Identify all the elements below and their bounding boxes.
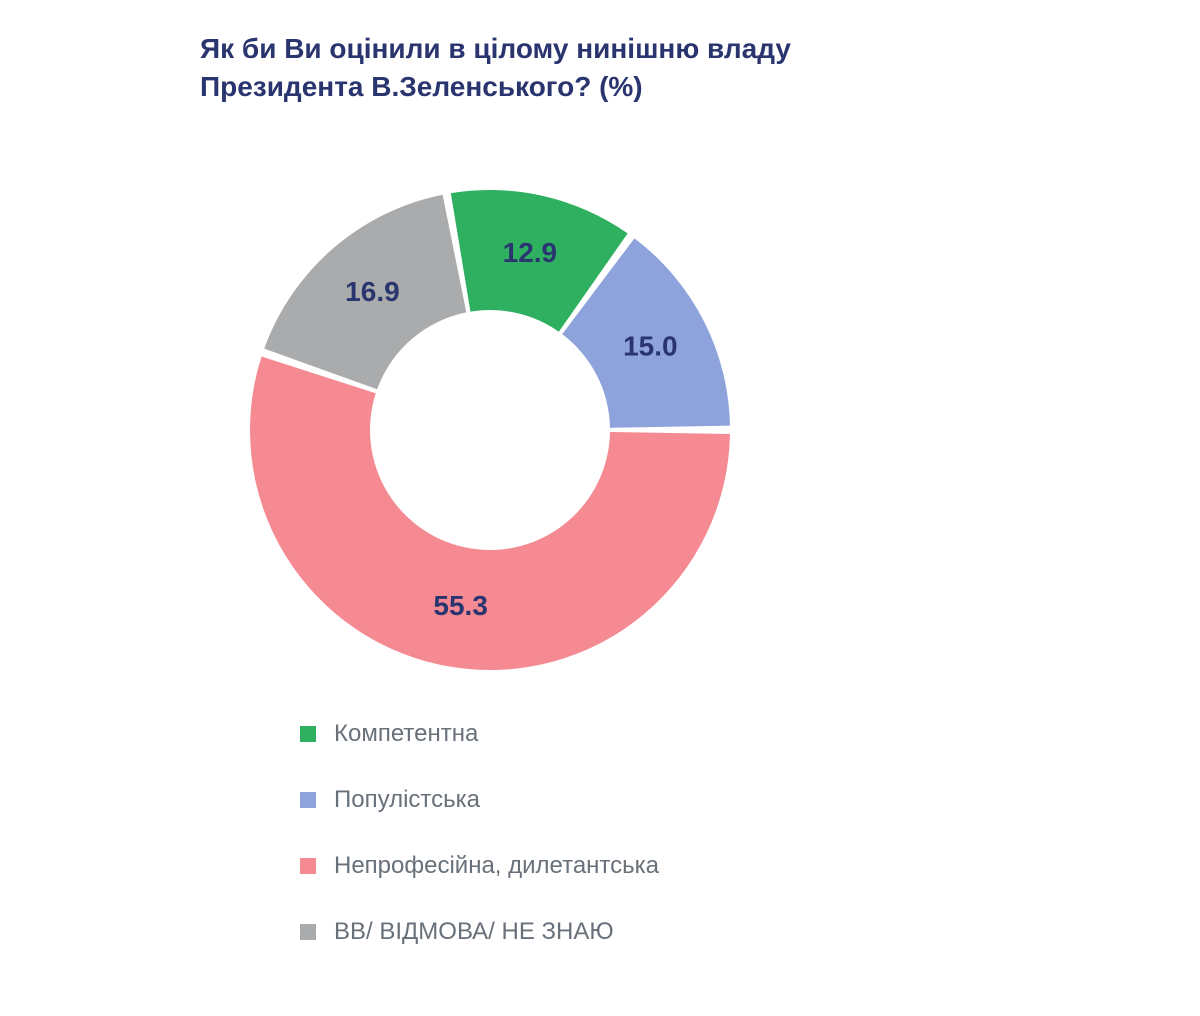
slice-value-label: 16.9: [345, 276, 400, 307]
legend-swatch: [300, 726, 316, 742]
slice-value-label: 55.3: [433, 590, 488, 621]
legend-label: Непрофесійна, дилетантська: [334, 852, 659, 880]
legend-item: Компетентна: [300, 720, 659, 748]
legend-label: Популістська: [334, 786, 480, 814]
chart-title: Як би Ви оцінили в цілому нинішню владу …: [200, 30, 810, 106]
chart-container: Як би Ви оцінили в цілому нинішню владу …: [0, 0, 1200, 1016]
legend-swatch: [300, 924, 316, 940]
slice-value-label: 15.0: [623, 331, 678, 362]
legend: Компетентна Популістська Непрофесійна, дил…: [300, 720, 659, 984]
legend-swatch: [300, 792, 316, 808]
legend-swatch: [300, 858, 316, 874]
legend-item: Непрофесійна, дилетантська: [300, 852, 659, 880]
donut-chart: 15.0 55.3 16.9 12.9: [240, 180, 740, 680]
legend-label: Компетентна: [334, 720, 478, 748]
legend-label: ВВ/ ВІДМОВА/ НЕ ЗНАЮ: [334, 918, 614, 946]
slice-value-label: 12.9: [503, 237, 558, 268]
legend-item: ВВ/ ВІДМОВА/ НЕ ЗНАЮ: [300, 918, 659, 946]
legend-item: Популістська: [300, 786, 659, 814]
